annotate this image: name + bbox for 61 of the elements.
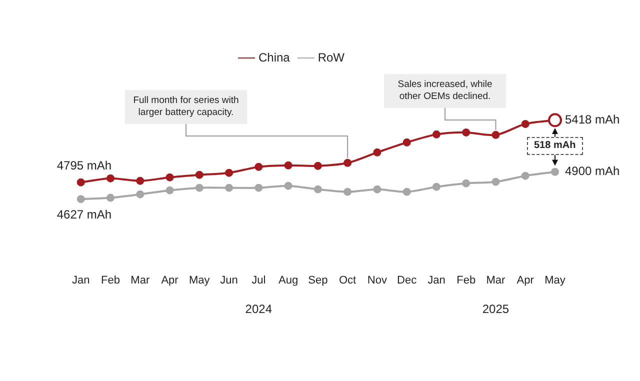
point bbox=[521, 172, 530, 180]
data-label: 5418 mAh bbox=[565, 112, 620, 126]
point bbox=[254, 184, 263, 192]
point bbox=[106, 194, 114, 202]
legend-label: China bbox=[258, 50, 290, 64]
point bbox=[106, 174, 114, 182]
point bbox=[166, 186, 174, 194]
point bbox=[344, 158, 352, 167]
gap-box: 518 mAh bbox=[527, 137, 583, 155]
data-label: 4900 mAh bbox=[565, 164, 620, 178]
point bbox=[76, 178, 85, 186]
point bbox=[521, 120, 530, 128]
callout-box: Full month for series with larger battery capacity. bbox=[125, 90, 247, 124]
point bbox=[195, 184, 204, 192]
legend-label: RoW bbox=[318, 50, 346, 64]
point bbox=[402, 138, 411, 146]
x-tick-label: Oct bbox=[339, 274, 356, 286]
point bbox=[225, 168, 234, 177]
point bbox=[344, 188, 352, 196]
point bbox=[225, 184, 234, 192]
x-tick-label: May bbox=[189, 274, 210, 286]
point bbox=[195, 170, 204, 179]
data-label: 4795 mAh bbox=[56, 158, 112, 173]
point bbox=[284, 182, 292, 190]
point bbox=[76, 195, 85, 204]
x-tick-label: Feb bbox=[101, 274, 120, 286]
point bbox=[373, 185, 382, 194]
x-tick-label: Apr bbox=[516, 274, 534, 286]
x-tick-label: Jul bbox=[252, 274, 266, 286]
x-tick-label: Jan bbox=[428, 274, 446, 286]
x-tick-label: Sep bbox=[308, 274, 328, 286]
x-tick-label: Mar bbox=[486, 274, 506, 286]
x-tick-label: Feb bbox=[456, 274, 476, 286]
x-tick-label: Nov bbox=[367, 274, 388, 286]
point bbox=[551, 168, 559, 176]
point bbox=[492, 178, 500, 186]
point bbox=[402, 188, 411, 196]
x-tick-label: Mar bbox=[130, 274, 150, 286]
point bbox=[166, 173, 174, 182]
point bbox=[432, 130, 440, 138]
callout-box: Sales increased, while other OEMs declined. bbox=[384, 74, 506, 108]
point bbox=[314, 185, 322, 194]
point bbox=[373, 148, 382, 156]
x-tick-label: Dec bbox=[397, 274, 418, 286]
x-tick-label: Jun bbox=[220, 274, 238, 286]
text: 2025 bbox=[482, 302, 510, 316]
point bbox=[284, 161, 292, 170]
x-tick-label: May bbox=[544, 274, 566, 286]
point bbox=[136, 190, 144, 198]
x-tick-label: Aug bbox=[278, 274, 298, 286]
point bbox=[314, 162, 322, 170]
text: 2024 bbox=[245, 302, 272, 316]
point bbox=[432, 182, 440, 191]
x-tick-label: Apr bbox=[161, 274, 179, 286]
point bbox=[462, 179, 470, 188]
data-label: 4627 mAh bbox=[56, 207, 112, 222]
point bbox=[136, 176, 144, 185]
point bbox=[462, 128, 470, 136]
x-tick-label: Jan bbox=[72, 274, 90, 286]
point bbox=[254, 162, 263, 171]
point bbox=[492, 130, 500, 139]
